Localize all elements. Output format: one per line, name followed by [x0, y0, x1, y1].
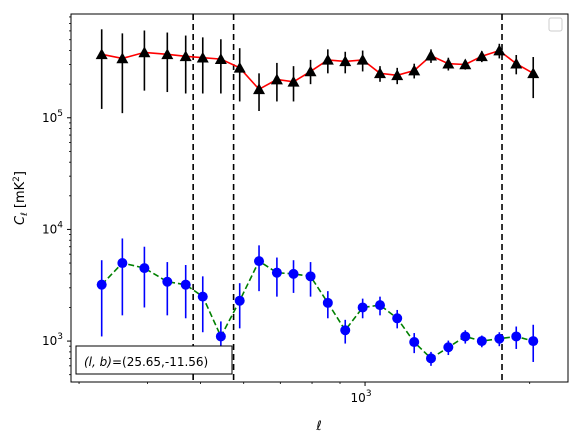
series-1-point: [287, 75, 300, 87]
y-tick-label-exponent: 4: [57, 220, 63, 230]
series-1-point: [510, 57, 523, 69]
series-2-point: [180, 279, 191, 290]
series-1-point: [138, 46, 151, 58]
series-1-point: [270, 73, 283, 85]
x-tick-label-exponent: 3: [366, 389, 372, 399]
y-tick-label: 104: [42, 220, 63, 236]
y-tick-label: 103: [42, 332, 63, 348]
series-1-point: [374, 67, 387, 79]
series-2-point: [215, 331, 226, 342]
series-1-point: [161, 48, 174, 60]
series-2-point: [357, 302, 368, 313]
y-tick-label-exponent: 5: [57, 109, 63, 119]
series-1-point: [339, 55, 352, 67]
series-1: [95, 29, 540, 114]
x-axis-label: ℓ: [315, 419, 321, 434]
y-axis-label-main: C: [13, 215, 28, 225]
series-1-point: [214, 53, 227, 64]
y-tick-label-base: 10: [42, 222, 57, 236]
annotation-text: (l, b)=(25.65,-11.56): [84, 355, 208, 369]
series-2-point: [392, 313, 403, 324]
series-1-point: [493, 44, 506, 56]
series-2-point: [305, 271, 316, 282]
series-2-line: [101, 259, 534, 360]
y-axis-label-sub: ℓ: [20, 212, 30, 217]
series-2-point: [197, 291, 208, 302]
series-1-point: [116, 52, 129, 64]
series-1-point: [391, 69, 404, 81]
series-2-point: [375, 300, 386, 311]
annotation-box: [75, 345, 233, 375]
series-1-point: [356, 53, 369, 65]
series-layer: [95, 29, 540, 366]
vertical-lines-layer: [192, 14, 503, 382]
series-1-point: [527, 67, 540, 79]
series-2-point: [322, 297, 333, 308]
series-1-point: [196, 51, 209, 63]
series-2-point: [340, 325, 351, 336]
x-tick-label: 103: [351, 389, 372, 405]
y-tick-label-base: 10: [42, 334, 57, 348]
annotation: (l, b)=(25.65,-11.56): [75, 345, 233, 375]
series-1-point: [233, 61, 246, 73]
series-1-point: [179, 50, 192, 62]
series-1-point: [408, 64, 421, 76]
legend-box: [548, 17, 563, 32]
series-2-point: [528, 336, 539, 347]
y-axis-label-unit: [mK: [13, 181, 28, 208]
series-2-point: [254, 256, 265, 267]
y-axis-label-unit-sup: 2: [12, 176, 22, 182]
series-1-point: [459, 58, 472, 70]
series-1-point: [95, 48, 108, 60]
series-2-point: [460, 331, 471, 342]
series-2-point: [409, 337, 420, 348]
y-axis-label-unit-close: ]: [13, 171, 28, 176]
series-1-point: [424, 49, 437, 61]
series-1-point: [442, 57, 455, 69]
series-2-point: [271, 267, 282, 278]
series-2-point: [96, 279, 107, 290]
series-2-point: [494, 333, 505, 344]
x-tick-label-base: 10: [351, 391, 366, 405]
series-1-point: [253, 83, 266, 95]
series-2-point: [288, 268, 299, 279]
plot-area-frame: [70, 13, 569, 383]
series-2-point: [425, 353, 436, 364]
y-axis-label: Cℓ [mK2]: [12, 171, 30, 225]
series-2-point: [511, 331, 522, 342]
series-2-point: [117, 258, 128, 269]
series-2-point: [162, 276, 173, 287]
series-1-point: [321, 53, 334, 65]
y-tick-label-base: 10: [42, 111, 57, 125]
annotation-prefix: (l, b): [84, 355, 112, 369]
series-2-point: [443, 342, 454, 353]
series-1-point: [475, 50, 488, 62]
series-2-point: [476, 336, 487, 347]
series-1-point: [304, 65, 317, 77]
series-2-point: [139, 263, 150, 274]
annotation-value: =(25.65,-11.56): [112, 355, 208, 369]
y-tick-label-exponent: 3: [57, 332, 63, 342]
series-2-point: [234, 295, 245, 306]
y-tick-label: 105: [42, 109, 63, 125]
